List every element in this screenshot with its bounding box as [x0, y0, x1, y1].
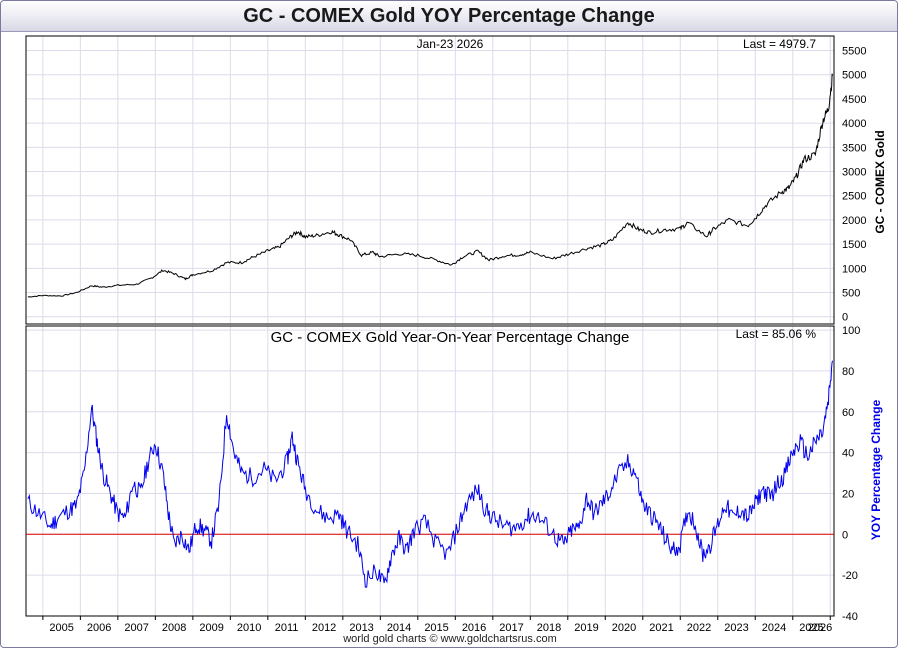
price-tick-label: 1000 [842, 263, 866, 275]
year-label: 2011 [275, 622, 299, 634]
price-tick-label: 3500 [842, 142, 866, 154]
yoy-axis-label: YOY Percentage Change [869, 399, 883, 540]
year-label: 2025 [799, 622, 823, 634]
axes: 0500100015002000250030003500400045005000… [25, 35, 866, 634]
yoy-panel-title: GC - COMEX Gold Year-On-Year Percentage … [271, 329, 630, 346]
price-date-label: Jan-23 2026 [417, 37, 484, 51]
price-last-label: Last = 4979.7 [743, 37, 816, 51]
year-label: 2014 [387, 622, 411, 634]
grid [26, 36, 834, 617]
year-label: 2013 [349, 622, 373, 634]
yoy-tick-label: 40 [842, 448, 854, 460]
price-line [27, 73, 833, 298]
year-label: 2012 [312, 622, 336, 634]
year-label: 2023 [724, 622, 748, 634]
price-tick-label: 1500 [842, 239, 866, 251]
yoy-tick-label: 60 [842, 407, 854, 419]
yoy-tick-label: -40 [842, 611, 858, 623]
year-label: 2018 [537, 622, 561, 634]
yoy-tick-label: 80 [842, 366, 854, 378]
yoy-tick-label: 100 [842, 325, 860, 337]
price-tick-label: 3000 [842, 167, 866, 179]
year-label: 2021 [649, 622, 673, 634]
yoy-tick-label: 0 [842, 529, 848, 541]
year-label: 2007 [124, 622, 148, 634]
year-label: 2008 [162, 622, 186, 634]
price-tick-label: 5000 [842, 70, 866, 82]
year-label: 2016 [462, 622, 486, 634]
yoy-panel-border [25, 325, 835, 617]
price-tick-label: 2000 [842, 215, 866, 227]
price-panel-border [25, 35, 835, 325]
year-label: 2017 [499, 622, 523, 634]
price-tick-label: 4000 [842, 118, 866, 130]
year-label: 2009 [199, 622, 223, 634]
year-label: 2005 [49, 622, 73, 634]
price-tick-label: 500 [842, 288, 860, 300]
year-label: 2010 [237, 622, 261, 634]
price-tick-label: 5500 [842, 46, 866, 58]
yoy-last-label: Last = 85.06 % [736, 327, 817, 341]
chart-title: GC - COMEX Gold YOY Percentage Change [1, 1, 897, 32]
year-label: 2006 [87, 622, 111, 634]
price-tick-label: 4500 [842, 94, 866, 106]
yoy-line [27, 360, 833, 588]
series [26, 73, 834, 588]
price-axis-label: GC - COMEX Gold [873, 130, 887, 233]
year-label: 2019 [574, 622, 598, 634]
labels: Jan-23 2026 Last = 4979.7 GC - COMEX Gol… [271, 37, 887, 540]
credit-text: world gold charts © www.goldchartsrus.co… [343, 633, 557, 645]
yoy-tick-label: 20 [842, 488, 854, 500]
year-label: 2015 [424, 622, 448, 634]
year-label: 2022 [687, 622, 711, 634]
year-label: 2026 [808, 622, 832, 634]
price-tick-label: 2500 [842, 191, 866, 203]
price-tick-label: 0 [842, 312, 848, 324]
year-label: 2020 [612, 622, 636, 634]
yoy-tick-label: -20 [842, 570, 858, 582]
year-label: 2024 [762, 622, 786, 634]
